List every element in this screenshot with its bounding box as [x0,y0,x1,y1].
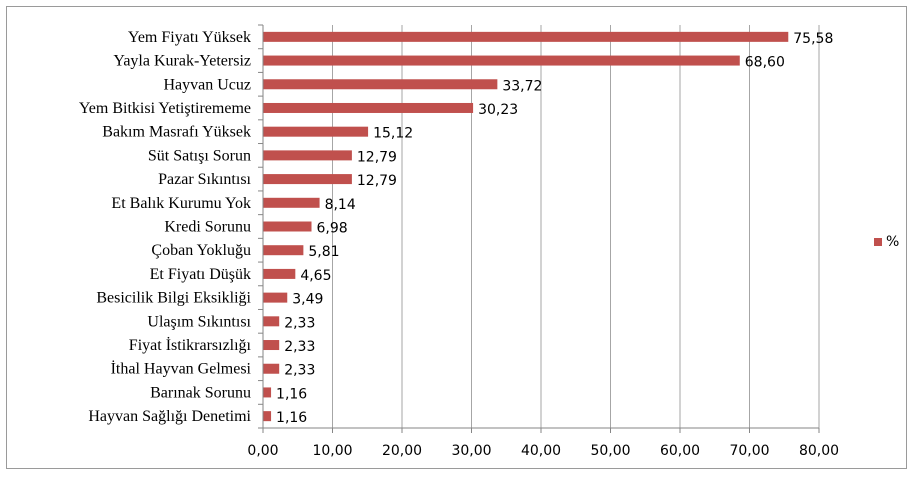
chart-frame: 0,00 10,00 20,00 30,00 40,00 50,00 60,00 70,00 8… [6,6,907,469]
data-label: 68,60 [745,55,785,71]
category-label: Hayvan Sağlığı Denetimi [88,408,251,425]
bar [263,268,296,279]
data-label: 15,12 [373,126,413,142]
data-label: 33,72 [502,78,542,94]
data-label: 2,33 [284,363,315,379]
bar [263,411,272,422]
bar [263,31,789,42]
x-tick-label: 30,00 [451,443,491,459]
bar [263,197,320,208]
bar [263,292,288,303]
x-tick-label: 20,00 [382,443,422,459]
data-label: 2,33 [284,339,315,355]
data-label: 8,14 [325,197,356,213]
data-label: 75,58 [793,31,833,47]
data-label: 12,79 [357,149,397,165]
legend-swatch [874,238,882,246]
data-label: 2,33 [284,315,315,331]
bar [263,150,352,161]
category-label: Süt Satışı Sorun [148,147,251,164]
bar [263,363,280,374]
x-tick-label: 60,00 [660,443,700,459]
category-label: Bakım Masrafı Yüksek [102,124,251,141]
bar [263,55,740,66]
bar [263,221,312,232]
category-label: Besicilik Bilgi Eksikliği [96,290,251,307]
category-label: Yem Bitkisi Yetiştirememe [79,100,251,117]
category-label: Hayvan Ucuz [163,76,251,93]
category-label: Yayla Kurak-Yetersiz [113,53,251,70]
data-label: 1,16 [276,386,307,402]
bar [263,316,280,327]
x-tick-label: 10,00 [312,443,352,459]
axes [258,24,820,433]
gridlines [332,25,820,428]
x-tick-label: 0,00 [247,443,278,459]
category-label: Yem Fiyatı Yüksek [128,29,251,46]
bar [263,340,280,351]
category-label: Et Fiyatı Düşük [150,266,251,283]
category-label: Et Balık Kurumu Yok [111,195,251,212]
x-tick-label: 80,00 [799,443,839,459]
x-tick-label: 40,00 [521,443,561,459]
category-label: Pazar Sıkıntısı [158,171,251,188]
legend: % [874,234,899,250]
category-label: Ulaşım Sıkıntısı [147,313,251,330]
category-label: İthal Hayvan Gelmesi [111,360,252,378]
bar [263,79,498,90]
data-label: 5,81 [308,244,339,260]
category-label: Çoban Yokluğu [151,242,251,259]
labels: 0,00 10,00 20,00 30,00 40,00 50,00 60,00 70,00 8… [79,29,839,459]
data-label: 3,49 [292,292,323,308]
bar [263,126,369,137]
data-label: 6,98 [317,221,348,237]
category-label: Fiyat İstikrarsızlığı [129,336,252,354]
legend-label: % [886,234,899,250]
bar [263,387,272,398]
category-label: Kredi Sorunu [164,219,251,236]
bar-chart: 0,00 10,00 20,00 30,00 40,00 50,00 60,00 70,00 8… [79,24,899,459]
x-tick-label: 70,00 [729,443,769,459]
bar [263,245,304,256]
x-tick-label: 50,00 [590,443,630,459]
bars [263,31,789,422]
data-label: 12,79 [357,173,397,189]
bar [263,174,352,185]
category-label: Barınak Sorunu [150,384,251,401]
data-label: 4,65 [300,268,331,284]
data-label: 1,16 [276,410,307,426]
data-label: 30,23 [478,102,518,118]
bar [263,102,474,113]
